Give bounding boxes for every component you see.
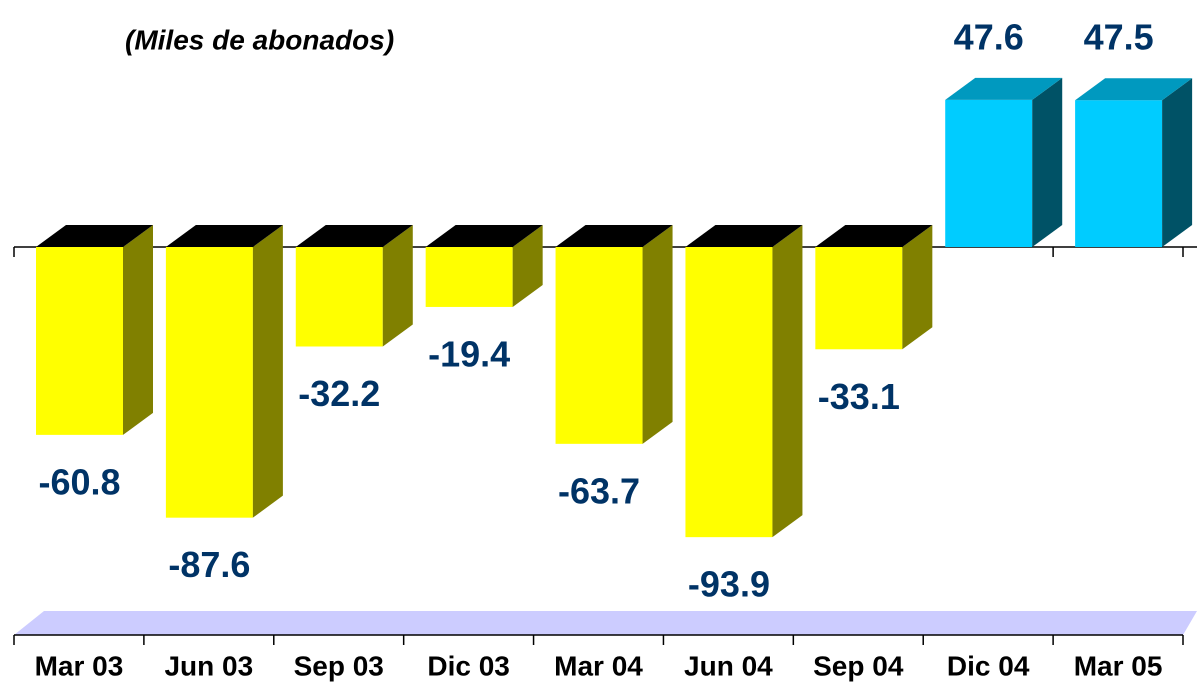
bar (555, 247, 643, 444)
bar-top (815, 225, 933, 247)
x-tick-label: Mar 03 (35, 650, 124, 681)
bar (425, 247, 513, 307)
bar-top (425, 225, 543, 247)
bar-side (1162, 78, 1193, 247)
x-tick-label: Mar 04 (554, 650, 643, 681)
value-label: -60.8 (38, 461, 120, 502)
bar-side (642, 225, 673, 444)
bar (1075, 100, 1163, 247)
bar-top (1075, 78, 1193, 101)
bar (165, 247, 253, 518)
floor (14, 611, 1197, 635)
bar-side (902, 225, 933, 350)
bar-top (36, 225, 153, 247)
x-tick-label: Sep 03 (294, 650, 384, 681)
bar-top (685, 225, 803, 247)
x-tick-label: Dic 04 (947, 650, 1030, 681)
bar-side (772, 225, 803, 538)
x-tick-label: Jun 04 (684, 650, 773, 681)
bar (945, 99, 1033, 247)
value-label: -93.9 (688, 564, 770, 605)
bar-top (295, 225, 413, 247)
bar-side (123, 225, 153, 435)
value-label: 47.6 (954, 16, 1024, 57)
value-label: -19.4 (428, 333, 510, 374)
bar-top (555, 225, 673, 247)
value-label: -63.7 (558, 470, 640, 511)
x-tick-label: Dic 03 (427, 650, 510, 681)
bar-side (382, 225, 413, 347)
value-label: 47.5 (1084, 17, 1154, 58)
bar (36, 247, 123, 435)
bar (295, 247, 383, 347)
x-tick-label: Sep 04 (813, 650, 904, 681)
subtitle: (Miles de abonados) (125, 24, 394, 55)
bar (815, 247, 903, 350)
bar-side (252, 225, 283, 518)
value-label: -33.1 (818, 376, 900, 417)
bar-side (1032, 77, 1063, 247)
x-tick-label: Mar 05 (1074, 650, 1163, 681)
bar (685, 247, 773, 538)
bar-top (945, 77, 1063, 100)
x-tick-label: Jun 03 (164, 650, 253, 681)
value-label: -32.2 (298, 373, 380, 414)
value-label: -87.6 (168, 544, 250, 585)
bar-side (512, 225, 543, 307)
bar-top (165, 225, 283, 247)
